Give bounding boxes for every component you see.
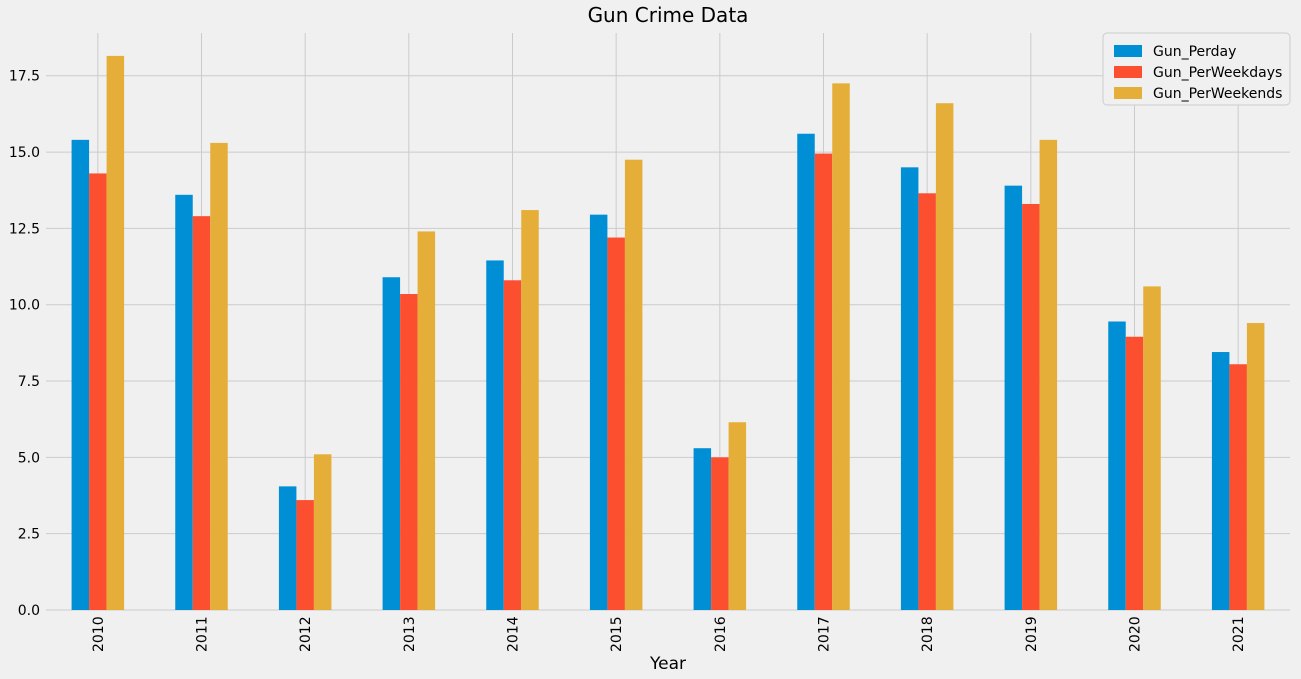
bar-gun-perday-2014 (486, 260, 504, 610)
bar-gun-perweekends-2013 (417, 231, 436, 610)
legend-label: Gun_Perday (1153, 44, 1236, 60)
x-tick-label: 2011 (195, 616, 211, 652)
bar-gun-perday-2017 (797, 133, 815, 610)
bar-gun-perweekdays-2010 (89, 173, 107, 610)
bar-gun-perday-2010 (71, 139, 90, 610)
x-tick-label: 2017 (817, 616, 833, 652)
bar-gun-perweekdays-2021 (1229, 364, 1247, 610)
bar-gun-perweekdays-2016 (711, 457, 729, 610)
bar-gun-perday-2020 (1108, 321, 1126, 610)
chart-title: Gun Crime Data (588, 3, 749, 27)
x-tick-label: 2013 (402, 616, 418, 652)
y-tick-label: 0.0 (18, 603, 40, 619)
bar-gun-perday-2016 (693, 448, 712, 610)
y-tick-label: 5.0 (18, 450, 40, 466)
y-tick-label: 7.5 (18, 374, 40, 390)
bar-gun-perweekends-2012 (313, 454, 332, 610)
x-tick-label: 2014 (506, 616, 522, 652)
bar-gun-perday-2021 (1211, 352, 1230, 610)
y-tick-label: 10.0 (9, 298, 40, 314)
y-tick-label: 15.0 (9, 145, 40, 161)
bar-gun-perweekends-2016 (728, 422, 747, 610)
bar-gun-perweekdays-2013 (400, 294, 418, 610)
bar-gun-perweekdays-2017 (814, 153, 833, 610)
y-tick-label: 2.5 (18, 527, 40, 543)
bar-gun-perweekdays-2018 (918, 193, 936, 610)
bar-gun-perweekends-2014 (521, 210, 539, 610)
legend-swatch-gun-perweekends (1114, 87, 1142, 99)
bar-gun-perweekends-2015 (624, 159, 643, 610)
bar-gun-perweekends-2019 (1039, 139, 1058, 610)
bar-gun-perweekends-2011 (210, 142, 228, 610)
bar-gun-perweekends-2021 (1246, 323, 1265, 610)
x-tick-label: 2021 (1231, 616, 1247, 652)
bar-gun-perday-2012 (278, 486, 297, 610)
bar-gun-perweekdays-2012 (296, 500, 314, 610)
bar-gun-perweekdays-2014 (503, 280, 522, 610)
legend-box (1102, 32, 1291, 106)
bar-gun-perweekdays-2019 (1022, 203, 1040, 611)
legend: Gun_Perday Gun_PerWeekdays Gun_PerWeekends (1102, 32, 1291, 106)
bar-gun-perweekends-2018 (935, 103, 954, 611)
x-tick-label: 2019 (1024, 616, 1040, 652)
x-axis-label: Year (649, 654, 686, 674)
y-tick-labels: 0.0 2.5 5.0 7.5 10.0 12.5 15.0 17.5 (9, 69, 40, 619)
y-tick-label: 17.5 (9, 69, 40, 85)
legend-swatch-gun-perweekdays (1114, 66, 1142, 78)
x-tick-label: 2016 (713, 616, 729, 652)
y-tick-label: 12.5 (9, 221, 40, 237)
x-tick-label: 2010 (91, 616, 107, 652)
legend-label: Gun_PerWeekends (1153, 86, 1282, 102)
bar-gun-perday-2019 (1004, 185, 1023, 610)
bar-gun-perweekends-2017 (832, 83, 850, 610)
x-tick-label: 2018 (920, 616, 936, 652)
x-tick-label: 2012 (298, 616, 314, 652)
bar-gun-perday-2011 (175, 194, 193, 610)
x-tick-labels: 2010 2011 2012 2013 2014 2015 2016 2017 2018 2019… (91, 616, 1247, 652)
bar-gun-perweekends-2010 (106, 55, 125, 610)
bar-gun-perday-2018 (900, 167, 919, 610)
bar-gun-perweekdays-2020 (1125, 336, 1144, 610)
bar-gun-perday-2015 (589, 214, 608, 611)
bars (71, 55, 1265, 611)
x-tick-label: 2020 (1128, 616, 1144, 652)
bar-gun-perday-2013 (382, 277, 401, 610)
bar-gun-perweekdays-2015 (607, 237, 625, 610)
legend-label: Gun_PerWeekdays (1153, 65, 1282, 81)
bar-gun-perweekdays-2011 (192, 216, 211, 610)
x-tick-label: 2015 (609, 616, 625, 652)
legend-swatch-gun-perday (1114, 45, 1142, 57)
bar-gun-perweekends-2020 (1143, 286, 1161, 610)
